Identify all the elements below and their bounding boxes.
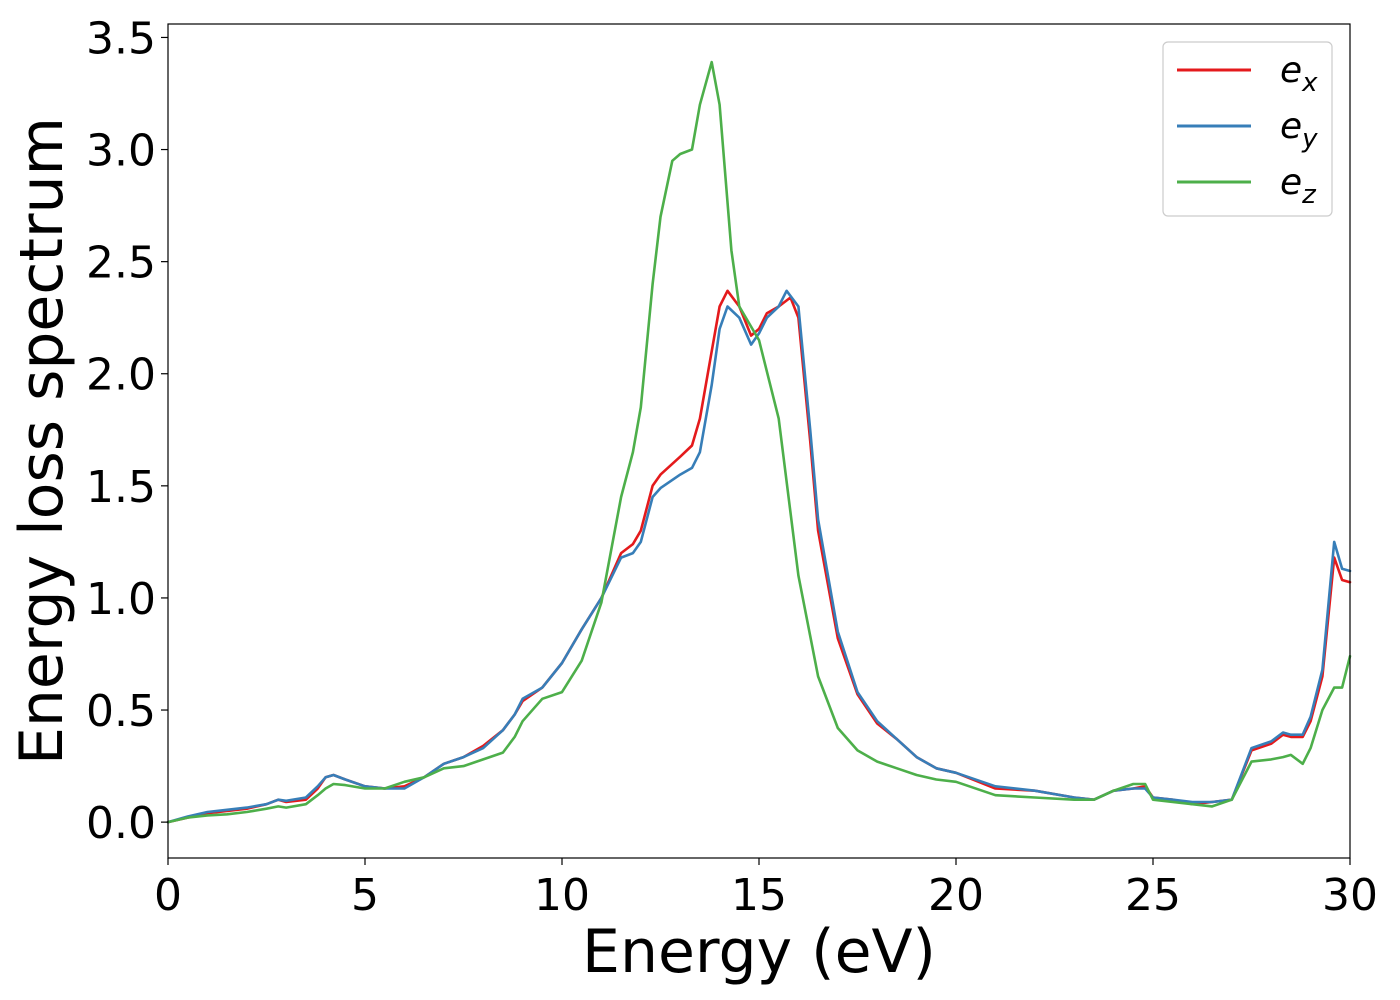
y-tick-label: 1.0 xyxy=(86,574,156,625)
x-axis-title: Energy (eV) xyxy=(582,917,936,987)
series-layer xyxy=(166,60,1352,824)
legend-box xyxy=(1162,41,1333,217)
x-tick-label: 0 xyxy=(154,870,182,921)
y-tick-label: 2.0 xyxy=(86,350,156,401)
y-tick-label: 1.5 xyxy=(86,462,156,513)
legend-label-subscript: y xyxy=(1301,124,1318,154)
y-tick-label: 0.0 xyxy=(86,798,156,849)
x-tick-label: 15 xyxy=(731,870,787,921)
x-tick-label: 30 xyxy=(1322,870,1378,921)
legend-label-subscript: z xyxy=(1301,180,1317,210)
x-tick-label: 10 xyxy=(534,870,590,921)
y-axis: 0.0 0.5 1.0 1.5 2.0 2.5 3.0 3.5 xyxy=(86,13,168,849)
y-tick-label: 0.5 xyxy=(86,686,156,737)
series-line-z xyxy=(166,60,1352,824)
y-tick-label: 3.5 xyxy=(86,13,156,64)
y-tick-label: 2.5 xyxy=(86,238,156,289)
x-tick-label: 5 xyxy=(351,870,379,921)
y-axis-title: Energy loss spectrum xyxy=(7,117,77,765)
series-line-y xyxy=(166,289,1352,824)
x-tick-label: 25 xyxy=(1125,870,1181,921)
legend-label-subscript: x xyxy=(1301,68,1318,98)
x-axis: 0 5 10 15 20 25 30 xyxy=(154,858,1378,921)
y-tick-label: 3.0 xyxy=(86,126,156,177)
x-tick-label: 20 xyxy=(928,870,984,921)
